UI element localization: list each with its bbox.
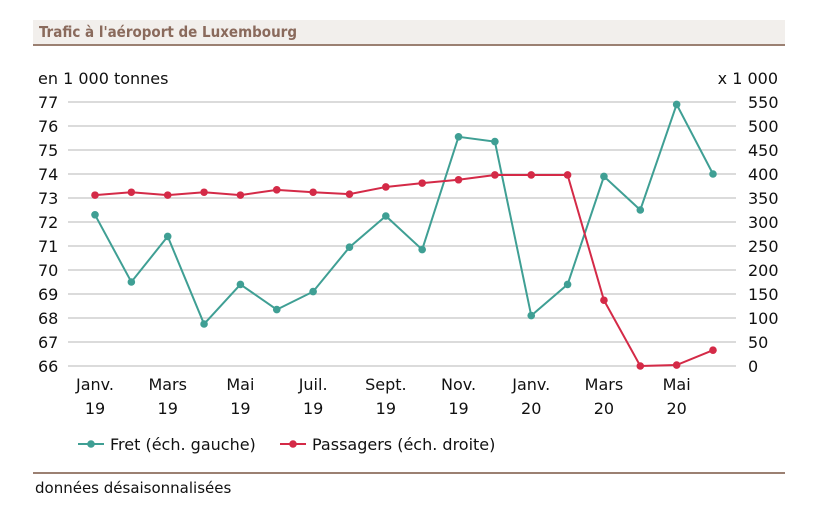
data-point [672,100,681,109]
x-tick-label: 20 [594,399,614,418]
data-point [272,186,281,194]
right-tick-label: 400 [748,165,779,184]
left-tick-label: 75 [38,141,58,160]
legend-label: Fret (éch. gauche) [110,435,256,454]
left-tick-label: 69 [38,285,58,304]
x-tick-label: 19 [230,399,250,418]
data-point [309,287,317,296]
data-point [491,171,499,179]
x-tick-label: Juil. [298,375,328,394]
x-tick-label: Janv. [75,375,114,394]
data-point [454,175,463,184]
data-point [236,280,245,289]
x-tick-label: 19 [303,399,323,418]
x-tick-label: 20 [666,399,686,418]
data-point [127,278,136,286]
x-tick-label: 19 [376,399,396,418]
x-tick-label: 19 [158,399,178,418]
data-point [345,243,354,251]
left-tick-label: 71 [38,237,58,256]
right-tick-label: 150 [748,285,779,304]
right-tick-label: 200 [748,261,779,280]
x-tick-label: Mai [663,375,691,394]
data-point [636,362,645,370]
legend-marker [289,440,297,448]
data-point [418,179,426,187]
x-tick-label: Nov. [441,375,476,394]
footnote: données désaisonnalisées [35,479,232,497]
data-point [127,188,136,197]
right-tick-label: 450 [748,141,779,160]
chart-plot: en 1 000 tonnes x 1 000 66 67 68 69 70 71 72 73 74… [38,69,779,454]
data-point [672,361,681,369]
data-point [272,305,281,314]
left-tick-label: 74 [38,165,58,184]
left-tick-label: 66 [38,357,58,376]
data-point [563,171,572,179]
data-point [200,320,208,328]
series-line-passagers [94,173,714,368]
x-tick-label: 19 [85,399,105,418]
left-tick-label: 68 [38,309,58,328]
data-point [236,191,245,199]
left-tick-label: 72 [38,213,58,232]
right-tick-label: 0 [748,357,758,376]
left-tick-label: 70 [38,261,58,280]
left-axis-label: en 1 000 tonnes [38,69,168,88]
right-tick-label: 100 [748,309,779,328]
left-tick-label: 77 [38,93,58,112]
data-point [382,212,390,220]
data-point [163,191,172,199]
left-tick-label: 76 [38,117,58,136]
data-point [491,137,499,146]
data-point [454,133,463,141]
right-tick-label: 250 [748,237,779,256]
data-point [91,191,99,199]
x-tick-label: Mai [226,375,254,394]
data-point [163,232,172,241]
x-tick-label: Mars [585,375,624,394]
x-tick-label: Janv. [511,375,550,394]
chart-title: Trafic à l'aéroport de Luxembourg [39,23,297,41]
data-point [709,346,717,354]
data-point [309,188,317,197]
right-axis-label: x 1 000 [718,69,778,88]
data-point [91,211,99,219]
data-point [563,280,572,289]
right-tick-label: 50 [748,333,768,352]
series-line-fret [94,101,714,326]
x-tick-label: 19 [448,399,468,418]
data-point [527,171,536,179]
left-tick-label: 73 [38,189,58,208]
x-tick-label: 20 [521,399,541,418]
data-point [600,296,608,305]
data-point [345,190,354,198]
data-point [527,311,536,320]
legend-marker [87,440,95,448]
data-point [709,170,717,178]
right-tick-label: 500 [748,117,779,136]
legend-label: Passagers (éch. droite) [312,435,495,454]
data-point [382,183,390,191]
right-tick-label: 350 [748,189,779,208]
x-tick-label: Mars [148,375,187,394]
data-point [418,245,426,254]
data-point [200,188,208,197]
x-tick-label: Sept. [365,375,407,394]
right-tick-label: 550 [748,93,779,112]
title-bar: Trafic à l'aéroport de Luxembourg [33,20,785,46]
data-point [600,172,608,181]
left-tick-label: 67 [38,333,58,352]
right-tick-label: 300 [748,213,779,232]
data-point [636,206,645,214]
divider [33,472,785,474]
